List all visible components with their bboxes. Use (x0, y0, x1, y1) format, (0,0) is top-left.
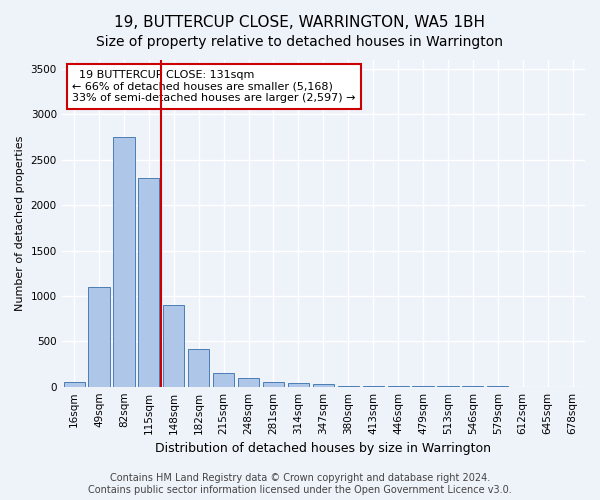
Bar (113, 137, 134, 386)
Text: Size of property relative to detached houses in Warrington: Size of property relative to detached ho… (97, 35, 503, 49)
Bar (188, 348, 209, 387)
Bar (313, 384, 334, 386)
Bar (288, 383, 309, 386)
Bar (163, 305, 184, 386)
Text: Contains HM Land Registry data © Crown copyright and database right 2024.
Contai: Contains HM Land Registry data © Crown c… (88, 474, 512, 495)
Bar (263, 382, 284, 386)
Bar (213, 372, 234, 386)
Bar (64, 382, 85, 386)
Bar (138, 178, 160, 386)
Text: 19 BUTTERCUP CLOSE: 131sqm
← 66% of detached houses are smaller (5,168)
33% of s: 19 BUTTERCUP CLOSE: 131sqm ← 66% of deta… (72, 70, 356, 103)
X-axis label: Distribution of detached houses by size in Warrington: Distribution of detached houses by size … (155, 442, 491, 455)
Bar (88, 287, 110, 386)
Y-axis label: Number of detached properties: Number of detached properties (15, 136, 25, 311)
Text: 19, BUTTERCUP CLOSE, WARRINGTON, WA5 1BH: 19, BUTTERCUP CLOSE, WARRINGTON, WA5 1BH (115, 15, 485, 30)
Bar (238, 378, 259, 386)
